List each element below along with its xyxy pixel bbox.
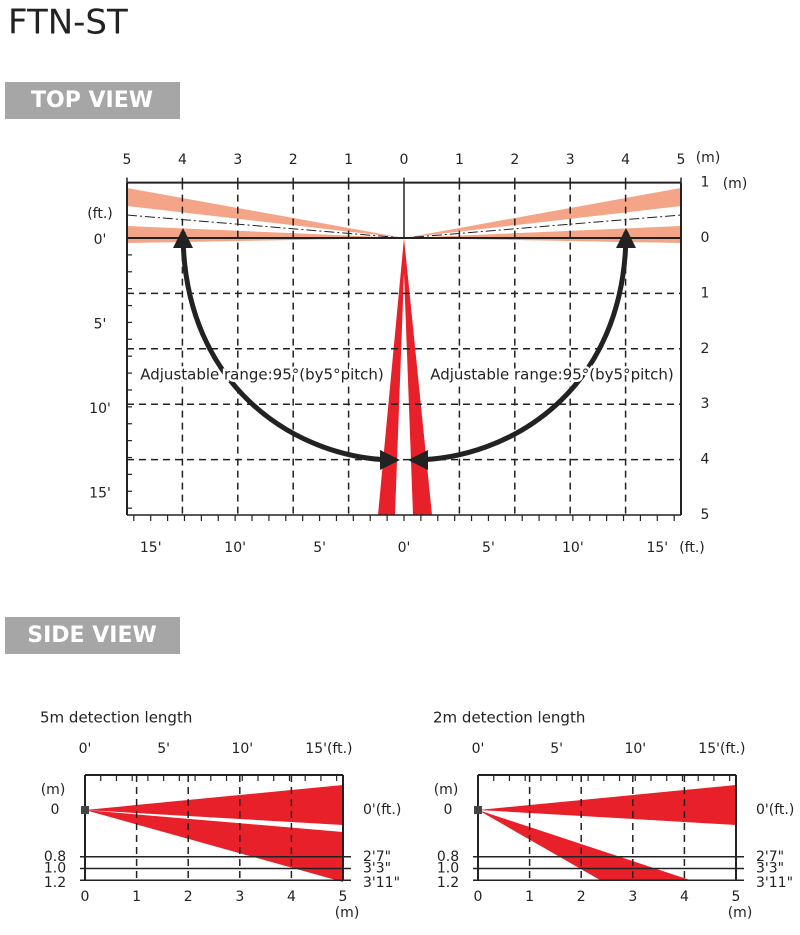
label: 3'11" — [363, 875, 400, 891]
label: 0 — [400, 152, 409, 168]
beam — [85, 810, 343, 882]
label: 5 — [677, 152, 686, 168]
label: 4 — [178, 152, 187, 168]
label: 0'(ft.) — [363, 802, 401, 818]
label: 15' — [140, 540, 162, 556]
label: 1.0 — [437, 861, 459, 877]
label: 10' — [624, 741, 646, 757]
beam — [85, 785, 343, 825]
label: (m) — [335, 905, 360, 921]
heading-box — [5, 617, 180, 654]
label: Adjustable range:95°(by5°pitch) — [140, 366, 384, 384]
label: 1 — [455, 152, 464, 168]
label: (m) — [696, 150, 721, 166]
label: 1.2 — [437, 875, 459, 891]
label: 0 — [701, 230, 710, 246]
label: 0' — [94, 232, 107, 248]
label: 0' — [472, 741, 485, 757]
label: 1 — [132, 889, 141, 905]
label: 3'3" — [363, 861, 391, 877]
label: 10' — [562, 540, 584, 556]
sensor — [474, 806, 482, 814]
beam — [478, 785, 736, 825]
arrow — [173, 228, 400, 470]
label: (m) — [41, 782, 66, 798]
label: 0 — [51, 802, 60, 818]
label: 2 — [577, 889, 586, 905]
label: 5 — [732, 889, 741, 905]
label: 5' — [157, 741, 170, 757]
label: 3 — [235, 889, 244, 905]
label: 4 — [621, 152, 630, 168]
label: 4 — [680, 889, 689, 905]
label: 2 — [184, 889, 193, 905]
label: 5' — [550, 741, 563, 757]
label: 0 — [444, 802, 453, 818]
label: 2m detection length — [433, 709, 585, 727]
label: 5m detection length — [40, 709, 192, 727]
label: (ft.) — [679, 540, 705, 556]
label: (m) — [434, 782, 459, 798]
label: 5 — [701, 507, 710, 523]
label: 10' — [89, 401, 111, 417]
label: (m) — [723, 176, 748, 192]
label: 10' — [224, 540, 246, 556]
label: (ft.) — [87, 206, 113, 222]
label: 1 — [344, 152, 353, 168]
label: 1 — [525, 889, 534, 905]
label: 4 — [287, 889, 296, 905]
label: 0.8 — [437, 849, 459, 865]
label: 5' — [94, 316, 107, 332]
label: 1.2 — [44, 875, 66, 891]
label: 5' — [313, 540, 326, 556]
label: 0 — [474, 889, 483, 905]
sensor — [81, 806, 89, 814]
title: FTN-ST — [8, 3, 128, 43]
label: 3 — [701, 396, 710, 412]
label: 3 — [566, 152, 575, 168]
label: 3'3" — [756, 861, 784, 877]
label: 1 — [701, 285, 710, 301]
beam — [478, 810, 690, 880]
label: 1.0 — [44, 861, 66, 877]
heading: SIDE VIEW — [27, 623, 157, 648]
label: 2 — [510, 152, 519, 168]
label: 5' — [482, 540, 495, 556]
label: 10' — [231, 741, 253, 757]
beam — [404, 188, 681, 238]
label: 4 — [701, 452, 710, 468]
label: 5 — [123, 152, 132, 168]
arrow — [408, 228, 636, 470]
label: 2'7" — [756, 849, 784, 865]
label: 2'7" — [363, 849, 391, 865]
label: 0.8 — [44, 849, 66, 865]
label: 15' — [646, 540, 668, 556]
label: 3'11" — [756, 875, 793, 891]
label: 15'(ft.) — [305, 741, 352, 757]
label: 0'(ft.) — [756, 802, 794, 818]
heading-box — [5, 82, 180, 119]
label: 2 — [701, 341, 710, 357]
label: 3 — [628, 889, 637, 905]
label: 0 — [81, 889, 90, 905]
label: 0' — [79, 741, 92, 757]
label: 0' — [398, 540, 411, 556]
label: Adjustable range:95°(by5°pitch) — [430, 366, 674, 384]
label: (m) — [728, 905, 753, 921]
label: 15'(ft.) — [698, 741, 745, 757]
label: 15' — [89, 485, 111, 501]
label: 1 — [701, 175, 710, 191]
label: 5 — [339, 889, 348, 905]
beam — [127, 188, 404, 238]
heading: TOP VIEW — [31, 88, 153, 113]
label: 2 — [289, 152, 298, 168]
label: 3 — [233, 152, 242, 168]
